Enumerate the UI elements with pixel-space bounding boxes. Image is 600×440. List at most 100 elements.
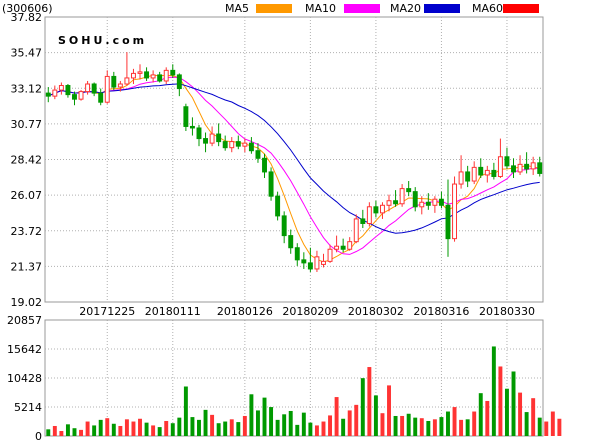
volume-bar: [301, 412, 306, 436]
volume-bar: [432, 419, 437, 436]
volume-bar: [360, 378, 365, 436]
legend: MA5 MA10 MA20 MA60: [225, 2, 539, 15]
volume-bar: [282, 414, 287, 436]
candle: [425, 193, 431, 210]
volume-bar: [190, 417, 195, 436]
candle: [445, 179, 451, 257]
volume-bar: [98, 419, 103, 436]
date-tick-label: 20180316: [413, 305, 469, 318]
volume-bar: [242, 415, 247, 436]
candle: [537, 156, 543, 177]
candle-body: [288, 235, 294, 249]
candle-body: [58, 85, 64, 91]
candle: [242, 138, 248, 153]
volume-bar: [79, 429, 84, 436]
candle: [104, 70, 110, 104]
volume-bar: [472, 411, 477, 436]
volume-bar: [485, 400, 490, 436]
candle: [301, 252, 307, 269]
candle: [91, 82, 97, 97]
candle: [386, 194, 392, 212]
volume-bar: [531, 398, 536, 436]
volume-bar: [138, 418, 142, 436]
date-tick-label: 20180302: [348, 305, 404, 318]
candle: [196, 124, 202, 147]
candle: [275, 191, 281, 221]
candle-body: [425, 201, 431, 206]
candle: [124, 52, 130, 86]
candle: [58, 82, 64, 95]
candle-body: [294, 247, 300, 261]
volume-bar: [151, 425, 156, 436]
moving-averages: [48, 75, 540, 263]
candle: [471, 161, 477, 185]
volume-bar: [380, 413, 385, 436]
candle: [524, 152, 530, 174]
candle: [222, 135, 228, 151]
candle: [373, 200, 379, 218]
candle-body: [537, 162, 543, 174]
candle-body: [321, 260, 326, 265]
candle: [137, 64, 143, 80]
volume-bar: [249, 394, 254, 436]
candle-body: [478, 166, 484, 176]
candle: [366, 202, 372, 227]
candle: [334, 235, 340, 253]
volume-bar: [347, 410, 352, 436]
volume-bar: [314, 425, 319, 436]
candle-body: [255, 150, 261, 159]
date-tick-label: 20180330: [479, 305, 535, 318]
date-axis: 20171225 20180111 20180126 20180209 20180302…: [79, 305, 535, 318]
volume-bar: [328, 415, 333, 436]
candle: [419, 196, 425, 215]
candle-body: [452, 183, 458, 240]
legend-label-ma10: MA10: [305, 2, 336, 15]
volume-bar: [518, 392, 523, 436]
candle-body: [511, 165, 516, 173]
volume-bar: [498, 366, 503, 436]
candle-body: [471, 166, 477, 182]
volume-bar: [131, 421, 136, 436]
candle-body: [419, 201, 425, 208]
price-tick-label: 35.47: [11, 47, 43, 60]
candle-body: [203, 138, 209, 144]
candle-body: [216, 133, 222, 143]
volume-bar: [544, 421, 549, 436]
candle-body: [124, 77, 130, 85]
candle: [268, 167, 274, 201]
volume-bar: [72, 428, 77, 436]
legend-swatch-ma10: [344, 4, 380, 13]
volume-bar: [170, 423, 175, 436]
candle-body: [432, 198, 438, 206]
candle: [216, 123, 222, 147]
price-tick-label: 19.02: [11, 296, 43, 309]
volume-bar: [406, 413, 411, 436]
date-tick-label: 20180209: [282, 305, 338, 318]
candle: [438, 191, 444, 209]
candle: [458, 155, 464, 189]
candle: [52, 85, 58, 100]
candle-body: [393, 200, 399, 205]
candle: [432, 196, 438, 213]
candle-body: [65, 85, 71, 96]
candle-body: [517, 163, 523, 173]
legend-label-ma20: MA20: [390, 2, 421, 15]
candle: [229, 137, 235, 153]
volume-bar: [216, 423, 221, 436]
candle-body: [386, 200, 392, 206]
candle: [281, 211, 287, 244]
volume-grid: [45, 348, 543, 408]
volume-bar: [236, 422, 241, 436]
candle-body: [117, 83, 123, 88]
volume-bar: [203, 409, 208, 436]
candle: [314, 250, 320, 272]
candle: [111, 71, 117, 91]
candle: [406, 181, 412, 197]
legend-label-ma5: MA5: [225, 2, 249, 15]
candle: [360, 209, 366, 229]
volume-bar: [118, 425, 123, 436]
candlesticks: [45, 52, 543, 272]
price-tick-label: 28.42: [11, 154, 43, 167]
candle-body: [229, 141, 235, 149]
candle: [45, 87, 51, 103]
